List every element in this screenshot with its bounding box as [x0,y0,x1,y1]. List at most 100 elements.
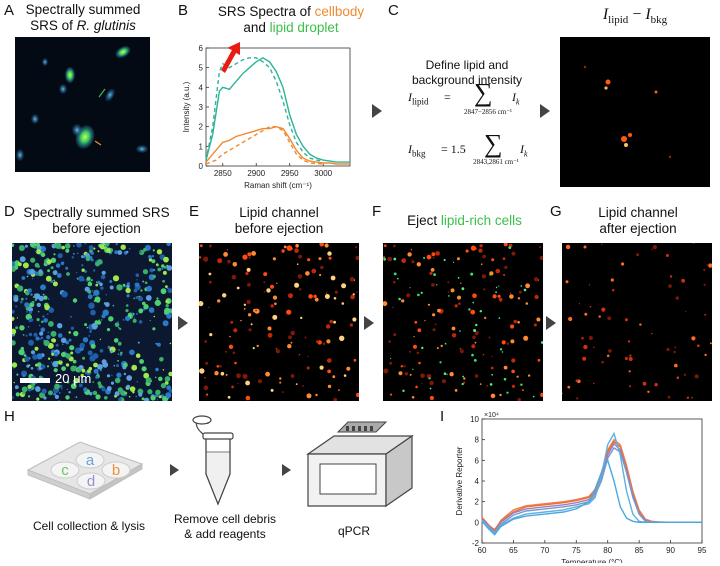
cell-blob [46,259,52,265]
cell-blob [166,264,169,267]
cell-blob [473,329,477,332]
cell-blob [492,294,497,299]
cell-blob [87,350,93,356]
y-tick-label: 10 [470,415,479,424]
cell-blob [247,252,252,257]
cell-blob [16,373,19,376]
cell-blob [704,313,707,316]
cell-blob [651,333,653,335]
cell-blob [484,316,487,320]
x-tick-label: 3000 [314,169,332,178]
cell-blob [246,267,251,272]
cell-blob [167,288,172,294]
cell-blob [450,288,455,293]
cell-blob [491,355,493,358]
cell-blob [95,283,98,287]
cell-blob [326,339,331,344]
cell-blob [73,330,79,337]
cell-blob [246,299,251,305]
cell-blob [92,290,94,292]
cell-blob [393,257,397,261]
panel-b-title-prefix: SRS Spectra of [217,4,315,19]
cell-blob [287,344,292,349]
cell-blob [35,243,41,248]
cell-blob [101,319,103,321]
cell-blob [47,331,50,334]
cell-blob [245,380,250,386]
cell-blob [166,243,171,247]
cell-blob [55,360,59,365]
cell-blob [226,248,229,251]
cell-blob [415,385,418,389]
cell-blob [37,310,40,313]
cell-blob [621,262,625,266]
cell-blob [523,288,527,292]
cell-blob [151,259,156,264]
cell-blob [27,395,31,398]
cell-blob [327,369,331,374]
cell-blob [642,381,647,386]
cell-blob [143,304,149,310]
cell-blob [276,282,278,285]
panel-c-lipid-sum: ∑ [474,78,493,107]
cell-blob [152,327,156,331]
cell-blob [120,351,123,355]
cell-blob [82,356,86,360]
cell-blob [97,364,103,370]
cell-blob [408,350,411,353]
cell-blob [506,391,509,394]
cell-blob [208,272,212,276]
cell-blob [490,366,494,370]
cell-blob [498,297,503,302]
cell-blob [123,372,127,376]
cell-blob [676,376,680,379]
cell-blob [100,369,102,372]
cell-blob [401,258,407,264]
cell-blob [691,336,696,341]
y-tick-label: 0 [199,162,204,171]
cell-blob [39,331,44,336]
cell-blob [256,344,259,348]
cell-blob [242,373,248,379]
cell-blob [95,394,101,400]
cell-blob [117,341,122,346]
cell-blob [257,379,262,384]
cell-blob [27,288,32,293]
cell-blob [23,354,27,357]
cell-blob [152,274,156,279]
cell-blob [55,343,59,347]
cell-blob [159,357,164,362]
cell-blob [199,368,205,374]
cell-blob [490,393,496,399]
cell-blob [431,252,436,257]
cell-blob [133,317,136,319]
cell-blob [106,386,112,391]
panel-c-lipid-equals: = [444,90,451,104]
panel-c-define-line1: Define lipid and [425,58,509,72]
cell-blob [497,294,501,298]
cell-blob [481,274,486,279]
cell-blob [624,318,628,322]
cell-blob [318,257,322,261]
cell-blob [692,243,695,244]
cell-blob [575,379,579,382]
cell-blob [400,365,403,368]
x-tick-label: 75 [572,546,581,555]
cell-blob [506,342,510,345]
cell-blob [389,361,393,365]
cell-blob [28,307,33,312]
cell-blob [68,338,72,342]
panel-c-lipid-range: 2847−2856 cm⁻¹ [463,108,513,116]
cell-blob [491,258,495,262]
cell-blob [16,317,18,319]
cell-blob [57,253,63,259]
caption-remove-debris: Remove cell debris & add reagents [160,512,290,542]
cell-blob [166,287,169,290]
cell-blob [392,280,396,284]
panel-f-title: Eject lipid-rich cells [382,213,547,229]
cell-blob [71,256,74,259]
cell-blob [432,313,436,317]
cell-blob [108,316,114,322]
cell-blob [90,251,94,255]
cell-blob [588,284,591,286]
